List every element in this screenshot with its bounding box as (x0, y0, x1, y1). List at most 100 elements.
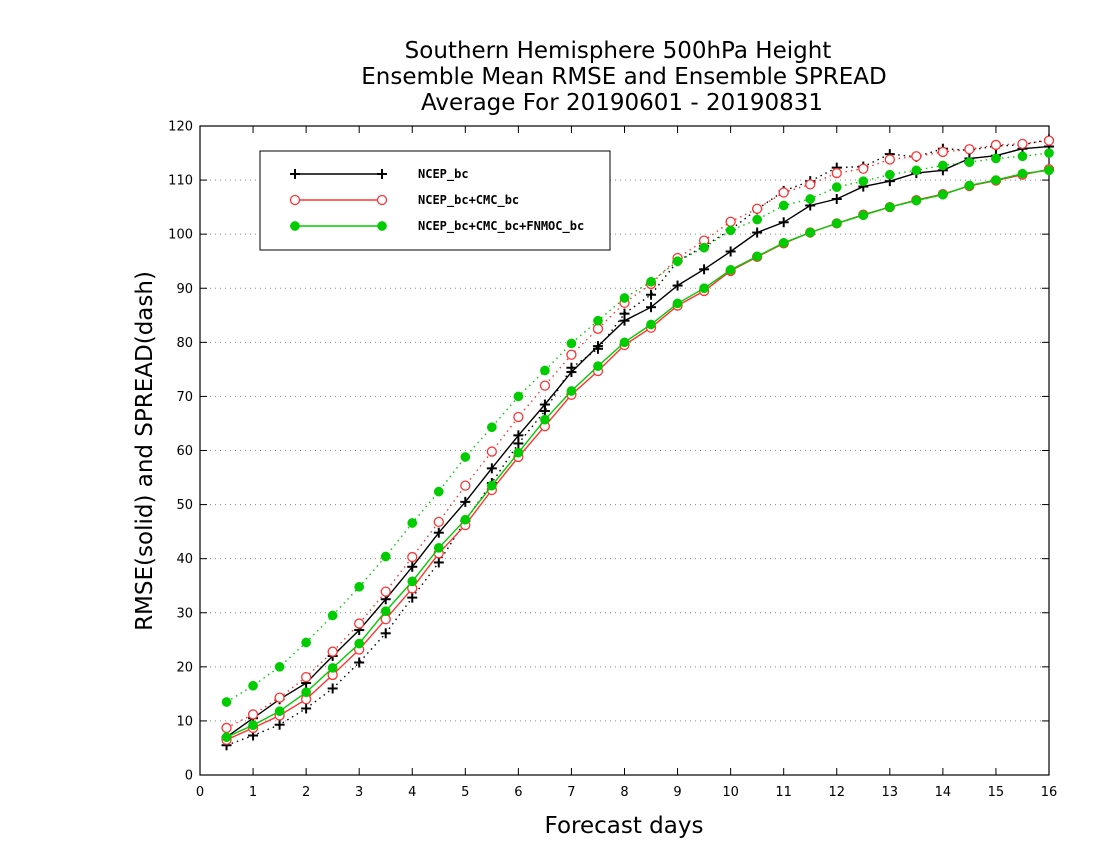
series-1-spread-point (486, 446, 497, 457)
series-1-rmse-point (380, 614, 391, 625)
y-tick-label: 50 (176, 498, 193, 513)
y-tick-label: 90 (176, 282, 193, 297)
series-2-rmse-point (725, 265, 736, 275)
series-1-spread-point (513, 411, 524, 423)
series-0-rmse-point (831, 194, 842, 205)
series-2-rmse-point (460, 514, 471, 525)
series-2-spread-point (699, 242, 709, 253)
series-2-rmse-point (778, 237, 789, 248)
y-tick-label: 30 (176, 606, 193, 621)
series-2-spread-point (805, 194, 816, 204)
x-tick-label: 3 (355, 785, 363, 800)
series-0-rmse-point (433, 527, 444, 538)
series-0-spread-point (433, 557, 444, 568)
series-1-spread-point (221, 722, 232, 734)
series-1-spread-point (274, 692, 285, 703)
series-1-spread-point (460, 480, 471, 491)
y-tick-label: 10 (176, 714, 193, 729)
x-tick-label: 14 (935, 785, 952, 800)
series-2-rmse-point (301, 687, 311, 698)
series-2-rmse-point (354, 638, 365, 649)
series-2-rmse-point (672, 298, 683, 309)
series-2-spread-point (831, 182, 842, 192)
series-0-rmse-point (699, 264, 710, 275)
series-1-spread-point (300, 671, 312, 683)
series-2-rmse-point (407, 576, 418, 587)
series-0-spread-point (407, 592, 418, 603)
series-2-spread-point (540, 365, 550, 376)
series-2-rmse-point (1044, 165, 1054, 176)
series-2-rmse-point (991, 175, 1001, 185)
series-1-spread-point (1017, 138, 1028, 149)
series-2-spread-point (884, 169, 895, 180)
series-2-rmse-point (858, 210, 869, 221)
series-2-spread-point (380, 551, 391, 562)
series-2-spread-point (964, 157, 975, 168)
x-tick-label: 1 (249, 785, 257, 800)
series-2-rmse-point (938, 189, 948, 200)
series-2-rmse-point (486, 480, 497, 491)
legend-entry-2: NCEP_bc+CMC_bc+FNMOC_bc (290, 219, 584, 234)
series-2-spread-point (486, 422, 497, 433)
series-2-spread-point (1044, 148, 1054, 158)
chart-title-line-1: Southern Hemisphere 500hPa Height (405, 38, 832, 64)
legend-marker-end (377, 169, 387, 179)
series-1-spread-point (566, 349, 577, 360)
series-0-rmse-point (460, 496, 471, 507)
series-2-rmse-point (699, 283, 709, 294)
series-2-rmse-point (1017, 168, 1028, 179)
grid-lines (200, 179, 1049, 722)
series-2-spread-point (460, 452, 471, 462)
series-2-rmse-point (964, 180, 975, 191)
series-2 (221, 148, 1054, 742)
series-0-spread-point (380, 628, 391, 639)
legend-marker-start (290, 221, 300, 231)
series-2-spread-point (858, 176, 869, 187)
series-1-spread-point (539, 380, 551, 391)
y-tick-label: 60 (176, 444, 193, 459)
series-1-spread-point (858, 163, 869, 174)
x-tick-label: 15 (988, 785, 1005, 800)
series-0-spread-point (274, 719, 285, 730)
series-1-spread-point (407, 551, 418, 563)
series-2-rmse-point (274, 706, 285, 717)
series-2-rmse-line (226, 169, 1050, 738)
legend-label: NCEP_bc+CMC_bc (418, 193, 519, 208)
series-0-spread-point (301, 703, 312, 714)
series-2-spread-point (911, 165, 922, 176)
series-2-spread-point (433, 486, 444, 497)
series-2-spread-point (991, 153, 1001, 164)
series-2-rmse-point (380, 606, 391, 616)
series-0-rmse-point (566, 367, 577, 378)
series-2-rmse-point (752, 251, 763, 262)
series-1-spread-point (805, 179, 816, 190)
series-2-rmse-point (619, 337, 630, 348)
series-0-rmse-point (407, 561, 418, 572)
series-1-spread-point (911, 151, 922, 162)
series-0-rmse-point (672, 280, 683, 291)
series-1-spread-point (592, 323, 604, 334)
series-2-rmse-point (831, 218, 842, 229)
series-layer (221, 134, 1055, 751)
series-1-spread-point (354, 618, 365, 629)
series-2-rmse-point (513, 447, 524, 458)
series-2-rmse-point (433, 543, 444, 553)
series-1-spread-point (990, 139, 1002, 151)
series-0-rmse-point (752, 227, 763, 238)
x-axis-label: Forecast days (545, 813, 704, 839)
y-tick-label: 0 (185, 769, 193, 784)
series-1-rmse-line (226, 168, 1050, 741)
chart-title-line-2: Ensemble Mean RMSE and Ensemble SPREAD (361, 64, 886, 90)
x-tick-label: 0 (196, 785, 204, 800)
x-tick-label: 5 (461, 785, 469, 800)
series-2-rmse-point (646, 319, 656, 330)
x-tick-label: 12 (828, 785, 845, 800)
series-2-rmse-point (327, 663, 338, 673)
series-2-rmse-point (248, 720, 258, 731)
series-0-rmse-point (778, 217, 789, 228)
y-tick-label: 110 (168, 174, 193, 189)
series-2-spread-point (566, 338, 577, 349)
series-1-spread-point (831, 167, 842, 179)
y-tick-label: 40 (176, 552, 193, 567)
